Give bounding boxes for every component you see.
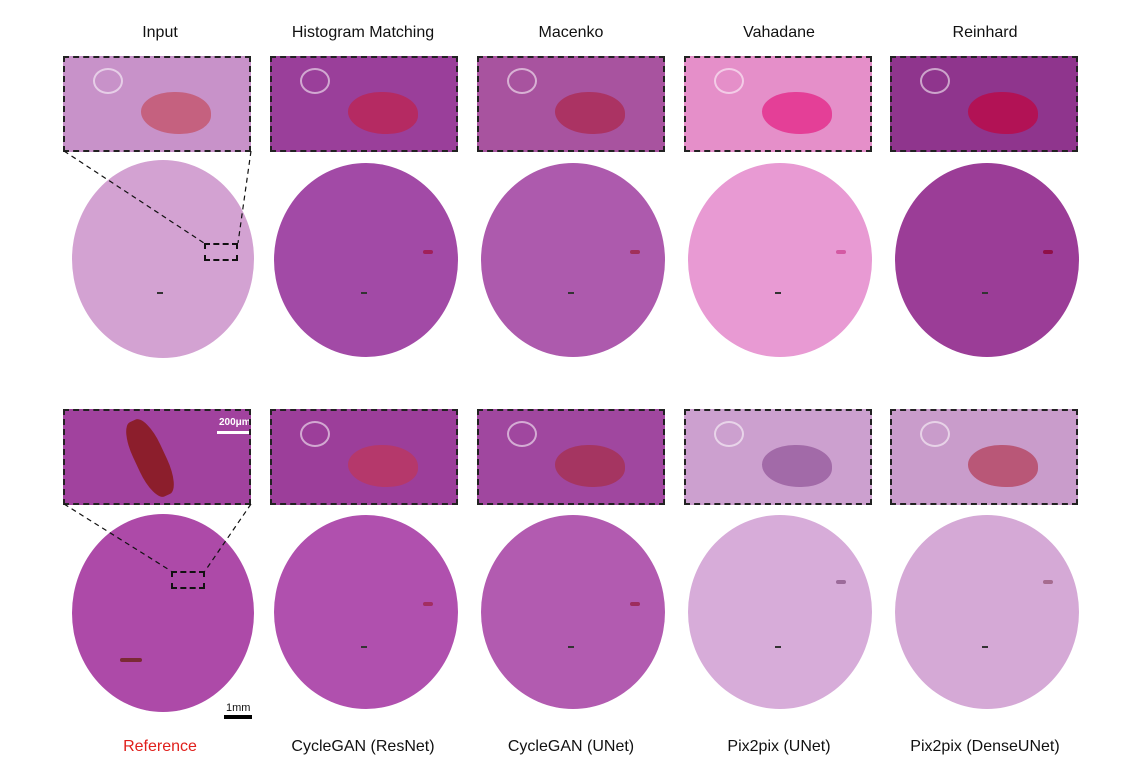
label-pix2pix-denseunet: Pix2pix (DenseUNet) (910, 738, 1060, 755)
zoom-vessel (920, 68, 950, 94)
tissue-red-mark (1043, 250, 1053, 254)
scale-label: 1mm (226, 702, 251, 714)
zoom-vessel (507, 421, 537, 447)
tissue-cyclegan-resnet (274, 515, 458, 709)
zoom-cyclegan-unet (477, 409, 665, 505)
zoom-blood-region (141, 92, 211, 134)
zoom-blood-region (762, 92, 832, 134)
tissue-vahadane (688, 163, 872, 357)
label-reinhard: Reinhard (952, 24, 1018, 41)
label-vahadane: Vahadane (743, 24, 815, 41)
zoom-pix2pix-unet (684, 409, 872, 505)
zoom-macenko (477, 56, 665, 152)
zoom-scale-bar (217, 431, 249, 434)
label-reference: Reference (123, 738, 197, 755)
zoom-scale-label: 200μm (219, 417, 251, 428)
tissue-speck (775, 646, 781, 648)
zoom-callout-box (204, 243, 238, 261)
zoom-vessel (714, 68, 744, 94)
tissue-pix2pix-unet (688, 515, 872, 709)
label-pix2pix-unet: Pix2pix (UNet) (727, 738, 831, 755)
tissue-pix2pix-denseunet (895, 515, 1079, 709)
tissue-red-mark (630, 250, 640, 254)
tissue-speck (775, 292, 781, 294)
zoom-blood-region (555, 92, 625, 134)
tissue-speck (361, 646, 367, 648)
tissue-reinhard (895, 163, 1079, 357)
zoom-vessel (507, 68, 537, 94)
label-cyclegan-unet: CycleGAN (UNet) (507, 738, 635, 755)
tissue-red-mark (630, 602, 640, 606)
tissue-red-mark (120, 658, 142, 662)
tissue-macenko (481, 163, 665, 357)
zoom-blood-region (762, 445, 832, 487)
zoom-reinhard (890, 56, 1078, 152)
zoom-input (63, 56, 251, 152)
zoom-blood-region (968, 92, 1038, 134)
tissue-red-mark (423, 602, 433, 606)
label-histogram-matching: Histogram Matching (291, 24, 435, 41)
tissue-speck (361, 292, 367, 294)
zoom-blood-region (555, 445, 625, 487)
label-input: Input (142, 24, 178, 41)
tissue-speck (568, 646, 574, 648)
tissue-speck (982, 646, 988, 648)
zoom-pix2pix-denseunet (890, 409, 1078, 505)
tissue-red-mark (423, 250, 433, 254)
zoom-callout-box (171, 571, 205, 589)
tissue-speck (157, 292, 163, 294)
zoom-blood-region (348, 92, 418, 134)
scale-bar (224, 715, 252, 719)
zoom-vessel (300, 421, 330, 447)
tissue-red-mark (836, 580, 846, 584)
zoom-blood-region (348, 445, 418, 487)
zoom-vessel (300, 68, 330, 94)
zoom-vessel (920, 421, 950, 447)
zoom-vessel (93, 68, 123, 94)
tissue-speck (568, 292, 574, 294)
tissue-reference (72, 514, 254, 712)
label-macenko: Macenko (538, 24, 604, 41)
tissue-red-mark (836, 250, 846, 254)
label-cyclegan-resnet: CycleGAN (ResNet) (291, 738, 435, 755)
zoom-histogram-matching (270, 56, 458, 152)
zoom-blood-region (968, 445, 1038, 487)
tissue-speck (982, 292, 988, 294)
zoom-cyclegan-resnet (270, 409, 458, 505)
tissue-histogram-matching (274, 163, 458, 357)
zoom-reference: 200μm (63, 409, 251, 505)
tissue-cyclegan-unet (481, 515, 665, 709)
zoom-vahadane (684, 56, 872, 152)
zoom-vessel (714, 421, 744, 447)
zoom-blood-region (119, 414, 181, 502)
tissue-red-mark (1043, 580, 1053, 584)
